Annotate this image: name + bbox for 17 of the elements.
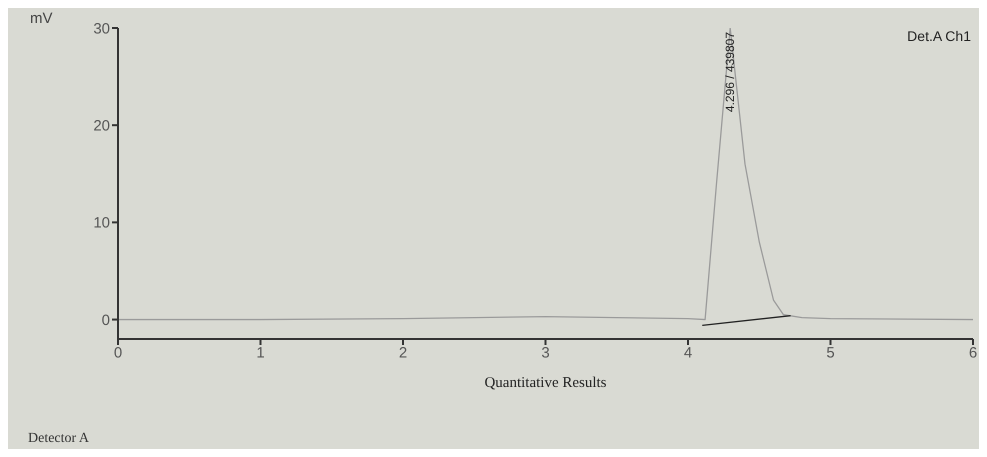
x-tick-label: 3 xyxy=(541,344,550,362)
x-tick-label: 2 xyxy=(398,344,408,362)
y-tick-label: 30 xyxy=(93,20,110,38)
x-tick-label: 5 xyxy=(826,344,835,362)
x-axis-title: Quantitative Results xyxy=(484,375,607,391)
y-tick-label: 20 xyxy=(93,118,110,135)
annotation: 4.296 / 439807 xyxy=(723,32,738,112)
x-tick-label: 1 xyxy=(256,344,265,362)
y-axis-title: mV xyxy=(30,10,52,27)
line-series xyxy=(118,28,973,320)
y-tick-label: 0 xyxy=(102,312,110,329)
annotation: Det.A Ch1 xyxy=(907,28,971,44)
x-tick-label: 4 xyxy=(684,344,692,362)
x-tick-label: 0 xyxy=(114,344,122,362)
x-tick-label: 6 xyxy=(968,344,978,362)
text: Detector A xyxy=(28,431,90,447)
y-tick-label: 10 xyxy=(93,214,110,232)
